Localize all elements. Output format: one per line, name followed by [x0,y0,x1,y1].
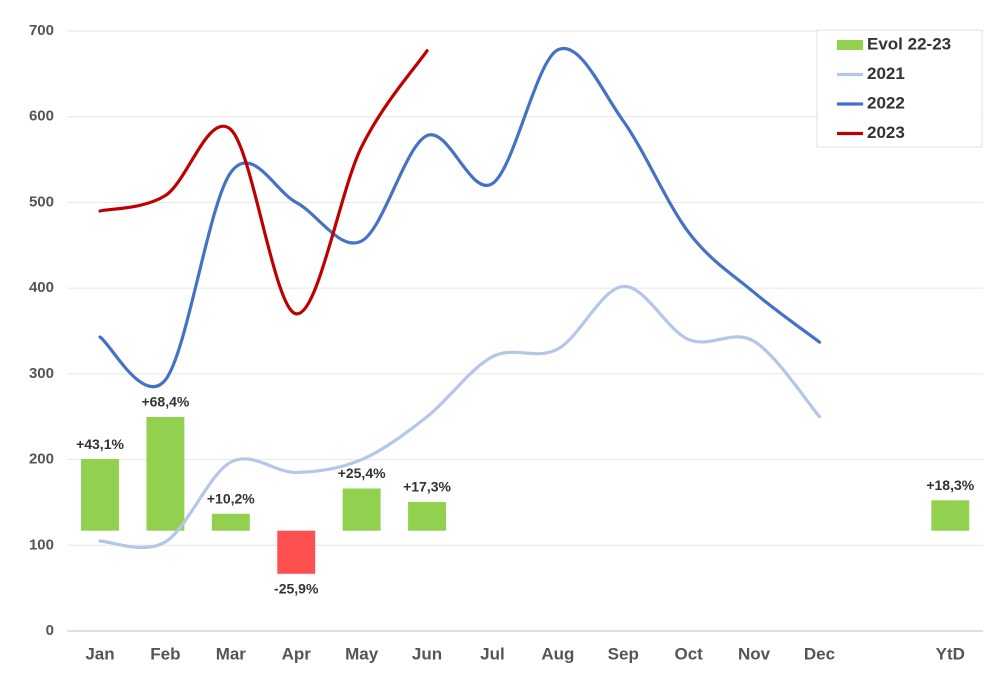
x-tick-label: Jan [85,644,114,663]
bar [81,459,119,531]
x-tick-label: Jul [480,644,505,663]
bar [342,488,381,531]
bar [408,501,447,531]
legend-label: 2022 [867,93,905,112]
x-tick-label: Mar [216,644,247,663]
x-tick-label: Aug [541,644,574,663]
legend-swatch [837,40,863,50]
bar [931,500,970,531]
x-tick-label: Nov [738,644,771,663]
y-tick-label: 600 [29,108,54,125]
x-tick-label: May [345,644,379,663]
line-series [98,49,429,316]
y-tick-label: 400 [29,279,54,296]
bar [277,530,316,574]
legend-box [816,29,983,148]
x-tick-label: Jun [412,644,442,663]
data-label: +18,3% [926,477,974,493]
x-tick-label: Dec [804,644,835,663]
x-tick-label: Oct [674,644,703,663]
line-series [98,46,822,389]
legend-label: Evol 22-23 [867,34,951,53]
data-label: -25,9% [274,580,319,596]
y-tick-label: 100 [29,536,54,553]
x-tick-label: YtD [936,644,965,663]
legend-label: 2021 [867,64,905,83]
bar [146,416,185,531]
data-label: +25,4% [338,465,386,481]
legend: Evol 22-23 2021 2022 2023 [816,29,983,148]
legend-label: 2023 [867,123,905,142]
data-label: +17,3% [403,479,451,495]
y-tick-label: 300 [29,365,54,382]
line-series [98,284,822,550]
x-tick-label: Apr [282,644,312,663]
bar [211,513,250,531]
data-label: +68,4% [141,394,189,410]
y-tick-label: 200 [29,451,54,468]
y-tick-label: 0 [46,622,54,639]
data-label: +43,1% [76,436,124,452]
data-label: +10,2% [207,490,255,506]
y-tick-label: 700 [29,22,54,39]
y-tick-label: 500 [29,193,54,210]
x-tick-label: Feb [150,644,180,663]
x-tick-label: Sep [608,644,639,663]
